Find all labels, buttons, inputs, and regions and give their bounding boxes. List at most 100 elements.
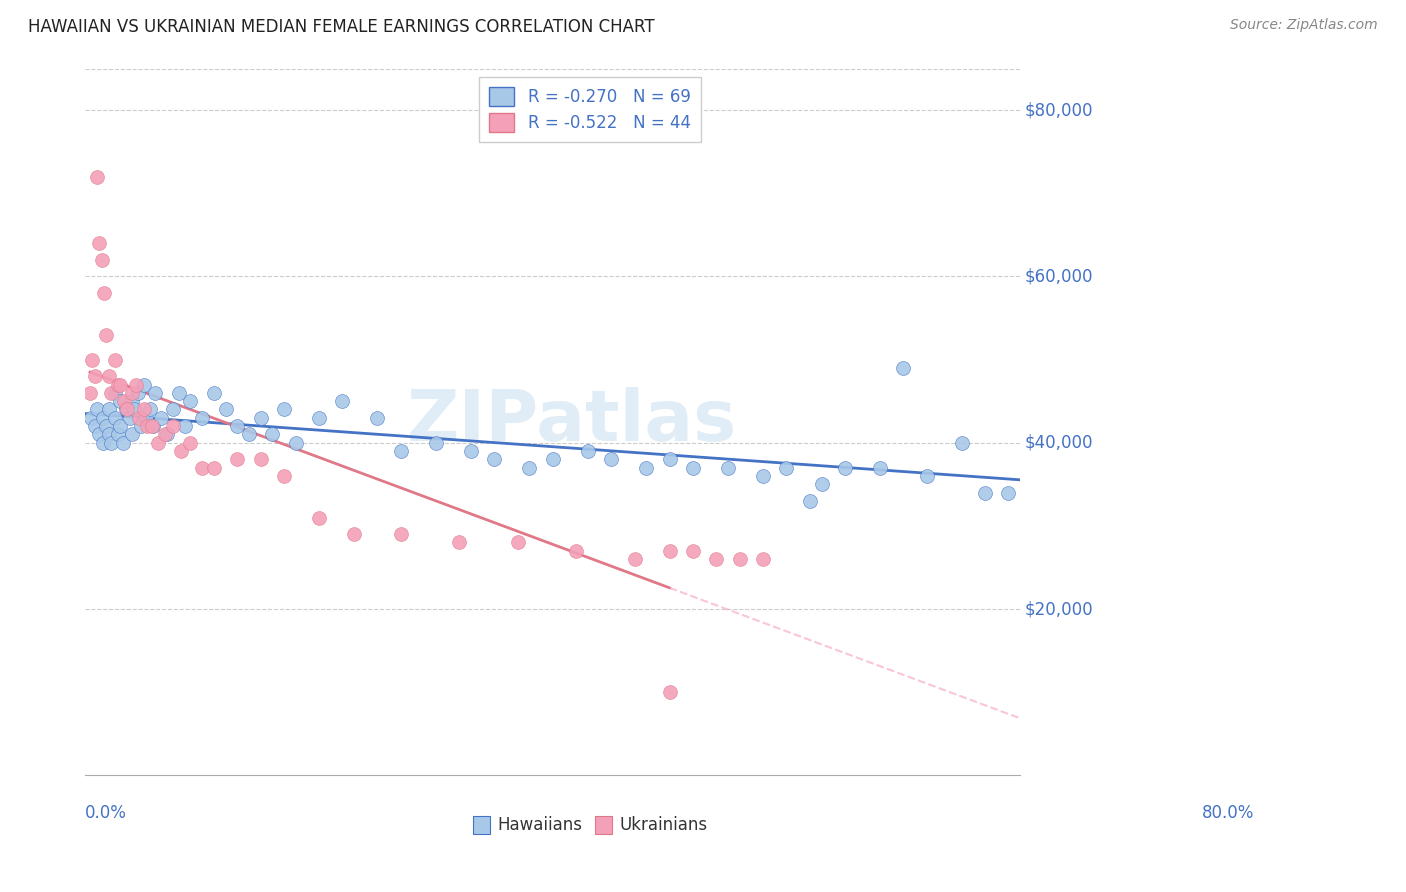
Point <box>142 419 165 434</box>
Point <box>519 460 541 475</box>
Point <box>110 394 132 409</box>
Point <box>389 527 412 541</box>
Bar <box>595 816 612 834</box>
Point <box>167 385 190 400</box>
Point <box>623 552 645 566</box>
Point <box>132 402 155 417</box>
Point <box>100 385 122 400</box>
Point <box>79 385 101 400</box>
Point <box>103 385 125 400</box>
Point <box>704 552 727 566</box>
Point <box>682 543 704 558</box>
Point <box>869 460 891 475</box>
Point <box>332 394 354 409</box>
Point <box>124 402 146 417</box>
Point <box>449 535 471 549</box>
Point <box>141 419 163 434</box>
Point <box>460 444 482 458</box>
Point <box>273 469 295 483</box>
Point <box>121 394 143 409</box>
Point <box>202 460 225 475</box>
Point <box>103 352 125 367</box>
Point <box>132 377 155 392</box>
Point <box>284 435 307 450</box>
Point <box>658 543 681 558</box>
Point <box>86 402 108 417</box>
Text: Hawaiians: Hawaiians <box>498 816 582 834</box>
Point <box>249 410 271 425</box>
Point <box>915 469 938 483</box>
Point <box>121 427 143 442</box>
Point <box>191 460 214 475</box>
Bar <box>474 816 491 834</box>
Point <box>658 685 681 699</box>
Point <box>86 169 108 184</box>
Point <box>145 385 167 400</box>
Point <box>107 427 129 442</box>
Point <box>202 385 225 400</box>
Point <box>97 369 120 384</box>
Point <box>150 410 173 425</box>
Point <box>93 286 115 301</box>
Point <box>425 435 447 450</box>
Point <box>974 485 997 500</box>
Text: Ukrainians: Ukrainians <box>619 816 707 834</box>
Point <box>810 477 832 491</box>
Point <box>97 427 120 442</box>
Point <box>506 535 529 549</box>
Point <box>128 410 150 425</box>
Point <box>752 552 775 566</box>
Point <box>238 427 260 442</box>
Text: $60,000: $60,000 <box>1025 268 1094 285</box>
Text: Source: ZipAtlas.com: Source: ZipAtlas.com <box>1230 18 1378 32</box>
Text: 0.0%: 0.0% <box>86 804 127 822</box>
Point <box>728 552 751 566</box>
Point <box>273 402 295 417</box>
Point <box>146 435 169 450</box>
Point <box>262 427 284 442</box>
Point <box>96 327 118 342</box>
Point <box>226 452 249 467</box>
Point <box>658 452 681 467</box>
Point <box>83 419 105 434</box>
Point <box>191 410 214 425</box>
Point <box>717 460 740 475</box>
Point <box>179 394 201 409</box>
Point <box>103 410 125 425</box>
Point <box>484 452 506 467</box>
Point <box>576 444 599 458</box>
Text: $40,000: $40,000 <box>1025 434 1094 451</box>
Point <box>249 452 271 467</box>
Point <box>565 543 588 558</box>
Point <box>91 435 114 450</box>
Point <box>834 460 856 475</box>
Point <box>97 402 120 417</box>
Text: ZIPatlas: ZIPatlas <box>406 387 737 457</box>
Point <box>115 402 138 417</box>
Point <box>83 369 105 384</box>
Point <box>799 494 821 508</box>
Point <box>162 419 184 434</box>
Point <box>891 360 914 375</box>
Point <box>90 252 112 267</box>
Point <box>127 385 149 400</box>
Point <box>179 435 201 450</box>
Text: $80,000: $80,000 <box>1025 101 1094 120</box>
Point <box>111 435 134 450</box>
Point <box>636 460 658 475</box>
Point <box>89 236 111 251</box>
Point <box>118 410 141 425</box>
Point <box>226 419 249 434</box>
Point <box>117 402 139 417</box>
Point <box>135 410 157 425</box>
Point <box>138 402 160 417</box>
Point <box>100 435 122 450</box>
Point <box>96 419 118 434</box>
Point <box>121 385 143 400</box>
Point <box>110 419 132 434</box>
Point <box>173 419 195 434</box>
Point <box>110 377 132 392</box>
Point <box>541 452 564 467</box>
Legend: R = -0.270   N = 69, R = -0.522   N = 44: R = -0.270 N = 69, R = -0.522 N = 44 <box>479 77 700 142</box>
Point <box>112 394 135 409</box>
